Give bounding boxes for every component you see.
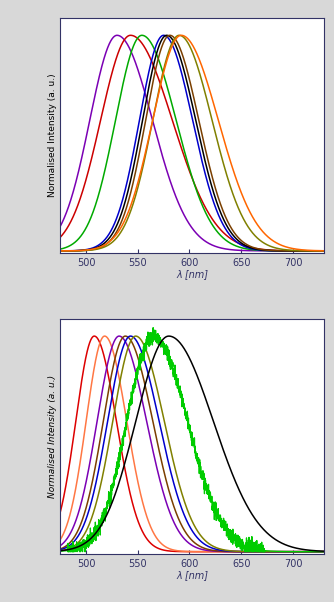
X-axis label: λ [nm]: λ [nm] (176, 269, 208, 279)
Y-axis label: Normalised Intensity (a. u.): Normalised Intensity (a. u.) (48, 73, 57, 197)
X-axis label: λ [nm]: λ [nm] (176, 570, 208, 580)
Y-axis label: Normalised Intensity (a. u.): Normalised Intensity (a. u.) (48, 375, 57, 498)
